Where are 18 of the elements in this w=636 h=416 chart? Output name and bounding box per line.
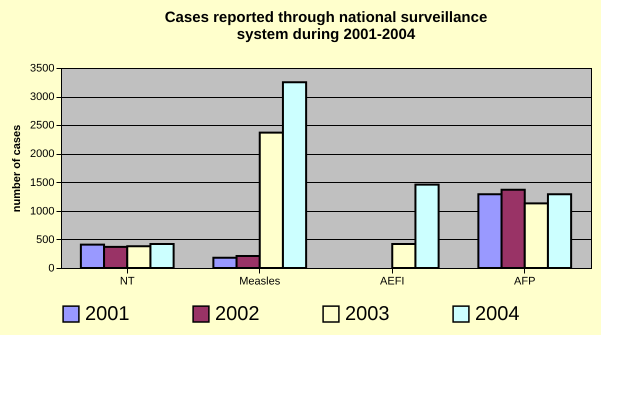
y-tick-label: 2500 xyxy=(30,120,54,132)
legend-label: 2004 xyxy=(475,303,520,326)
legend-label: 2001 xyxy=(85,303,130,326)
y-tick-label: 1000 xyxy=(30,205,54,218)
y-tick-label: 500 xyxy=(36,234,54,246)
x-tick-label: Measles xyxy=(239,276,281,288)
x-tick-label: AFP xyxy=(514,276,536,288)
y-tick-label: 1500 xyxy=(30,176,54,189)
x-tick-label: NT xyxy=(120,276,135,288)
y-tick-label: 2000 xyxy=(30,148,54,160)
y-tick-label: 0 xyxy=(48,262,54,274)
x-tick-label: AEFI xyxy=(380,276,404,288)
y-tick-label: 3000 xyxy=(30,91,54,104)
chart-title: Cases reported through national surveillance system during 2001-2004 xyxy=(164,9,488,43)
y-tick-label: 3500 xyxy=(30,62,54,74)
legend-label: 2002 xyxy=(215,303,260,326)
legend-label: 2003 xyxy=(345,303,390,326)
y-axis-title: number of cases xyxy=(11,124,24,212)
